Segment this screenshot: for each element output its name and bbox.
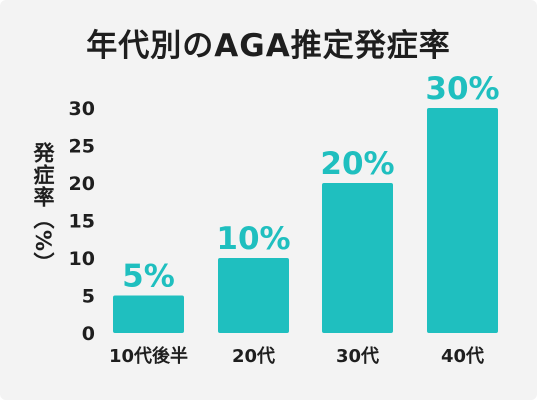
data-label: 5%: [122, 259, 175, 295]
bar-1: [113, 295, 184, 333]
y-tick-label: 30: [69, 98, 95, 120]
y-tick-label: 20: [69, 173, 95, 195]
chart-title: 年代別のAGA推定発症率: [86, 28, 451, 64]
x-category-label: 40代: [441, 346, 484, 367]
y-tick-label: 0: [82, 323, 95, 345]
data-label: 10%: [216, 221, 290, 257]
bar-2: [218, 258, 289, 333]
data-label: 20%: [320, 146, 394, 182]
y-tick-label: 15: [69, 211, 95, 233]
x-category-label: 10代後半: [109, 345, 188, 367]
bar-4: [427, 108, 498, 333]
y-axis-label: 発症率（%）: [31, 142, 55, 275]
bar-3: [322, 183, 393, 333]
y-tick-label: 5: [82, 286, 95, 308]
y-tick-label: 25: [69, 136, 95, 158]
x-category-label: 20代: [232, 346, 275, 367]
x-category-label: 30代: [336, 346, 379, 367]
y-tick-label: 10: [69, 248, 95, 270]
data-label: 30%: [425, 71, 499, 107]
